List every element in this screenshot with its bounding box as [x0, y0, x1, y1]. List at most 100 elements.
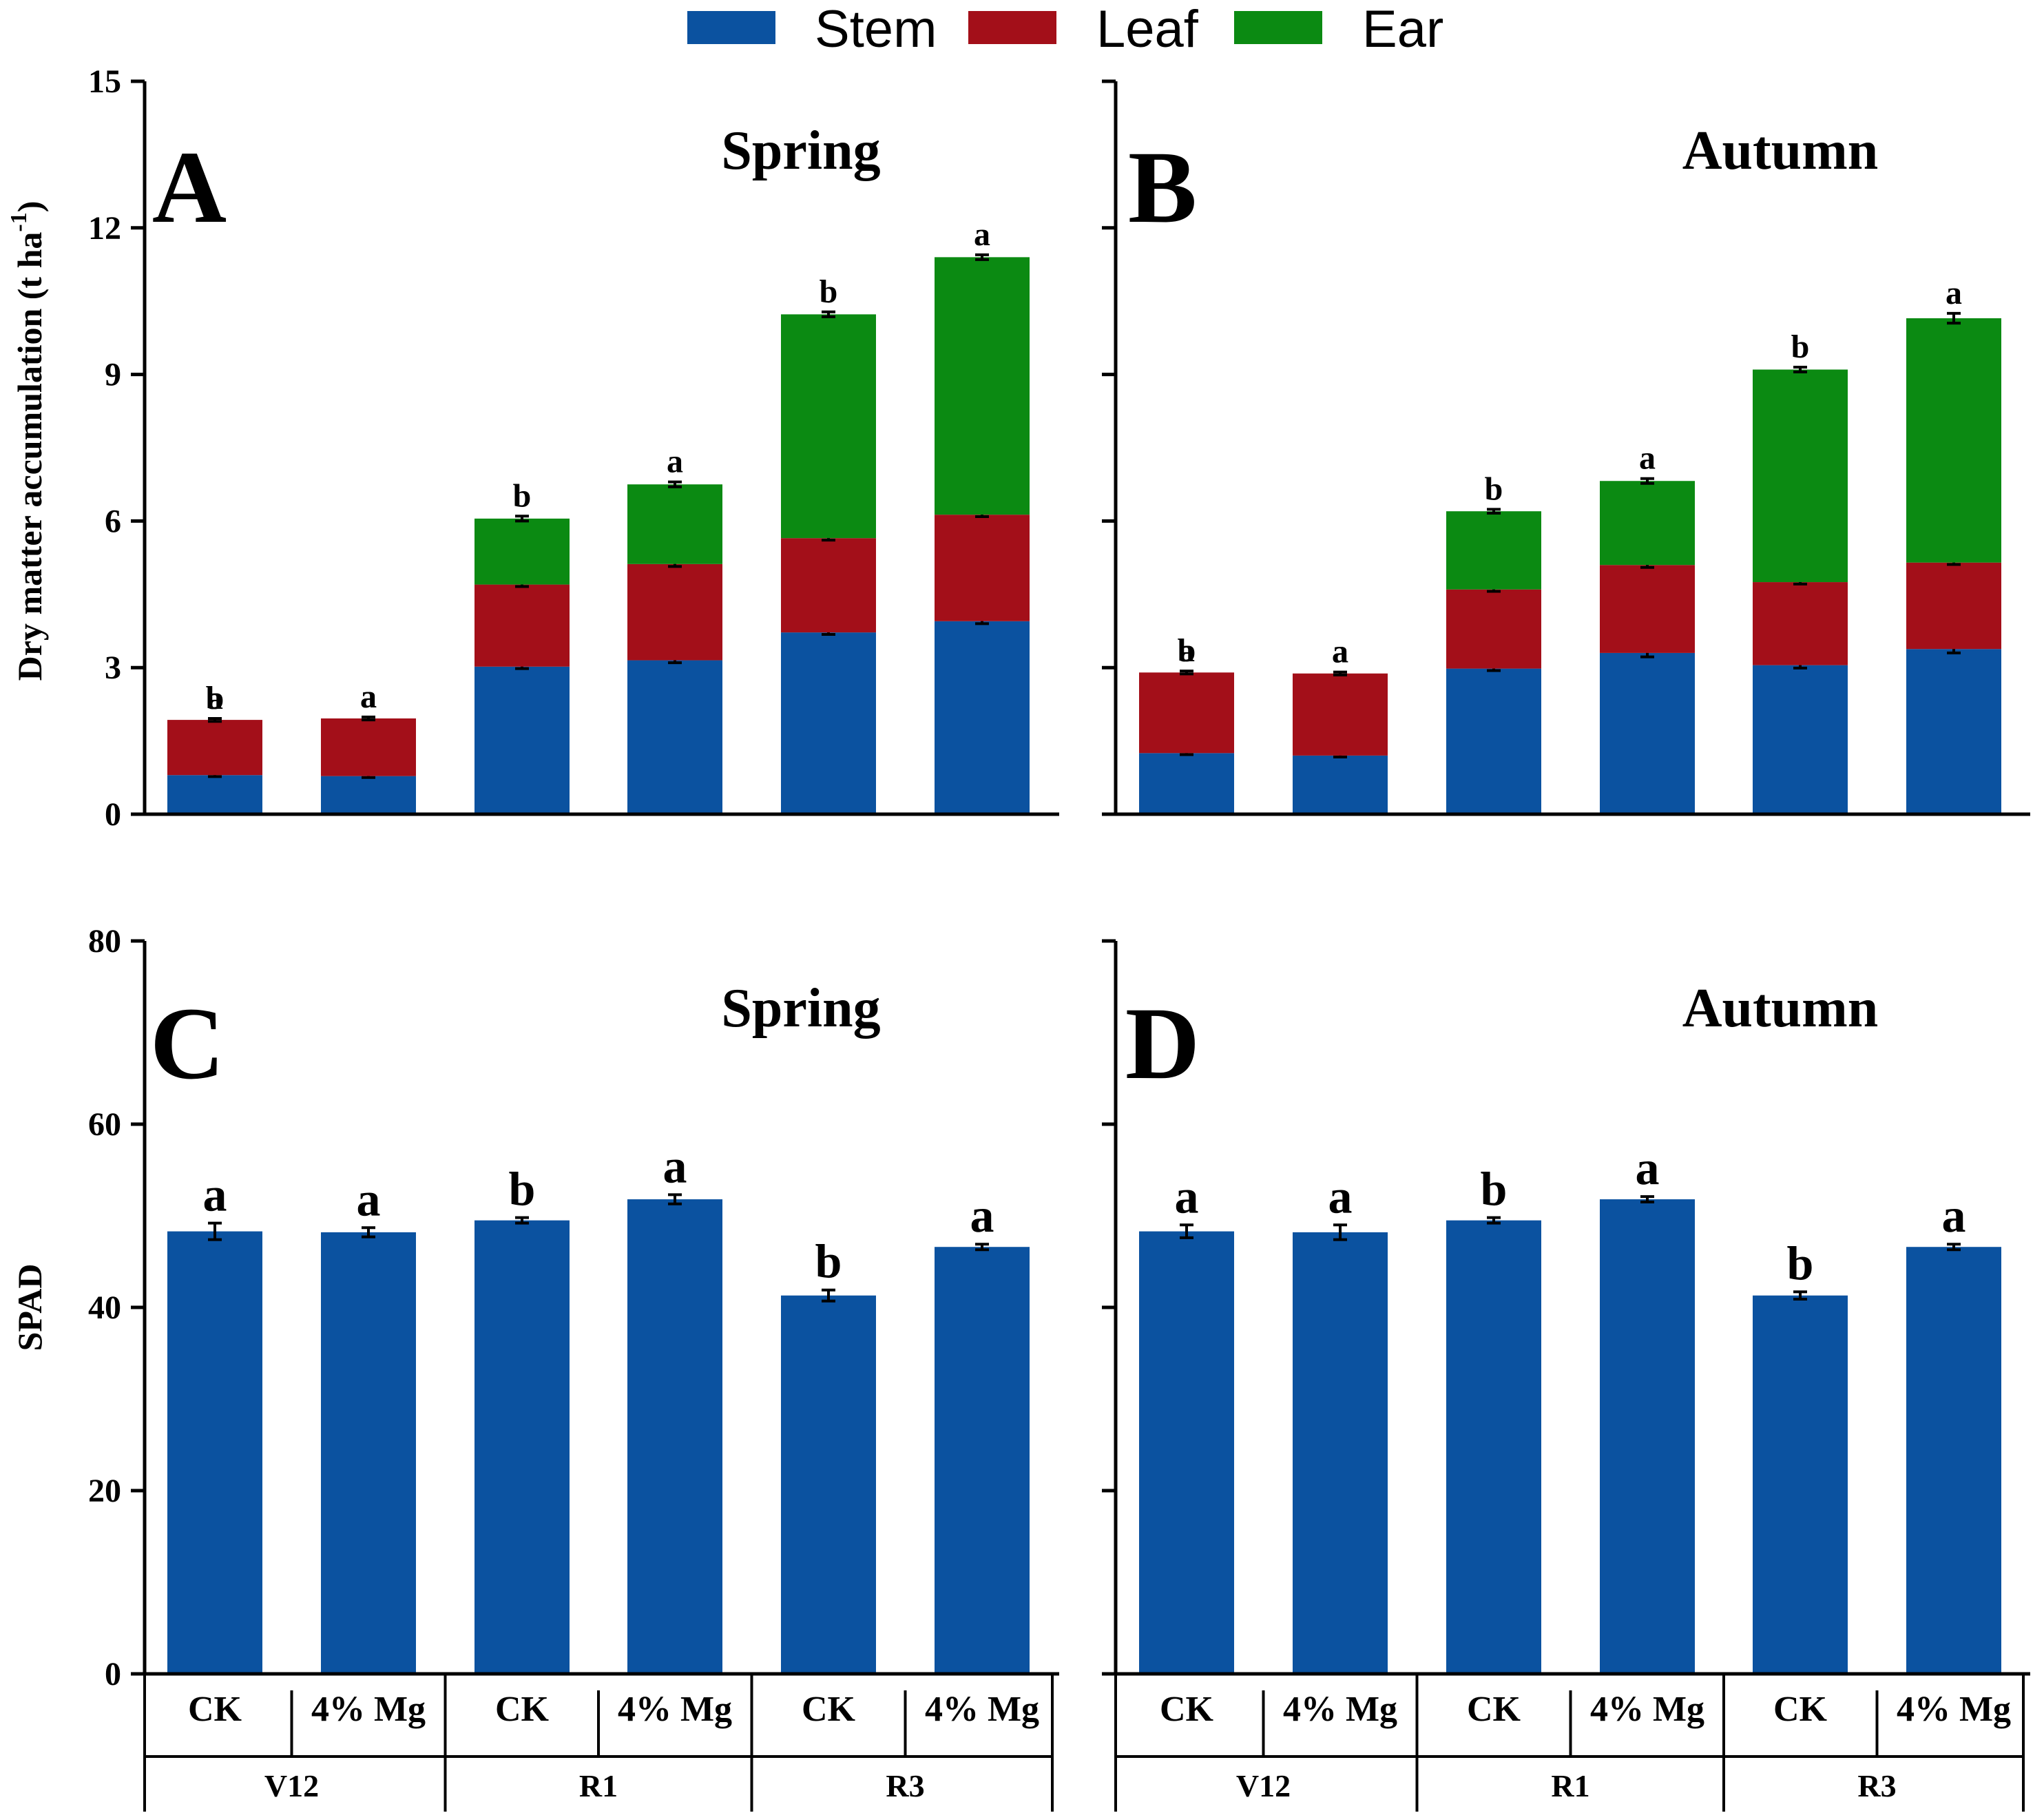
- bar-a-ear-5: [935, 257, 1030, 515]
- bar-b-stem-1: [1293, 755, 1388, 814]
- bar-b-ear-5: [1906, 318, 2001, 563]
- sig-letter-a-total-1: a: [360, 678, 377, 715]
- bar-b-leaf-4: [1753, 582, 1848, 665]
- sig-letter-d-spad-1: a: [1328, 1170, 1353, 1223]
- bar-a-ear-3: [627, 484, 722, 564]
- panel-a-axes: 0 3 6 9 12 15: [88, 63, 1059, 833]
- panel-c-letter: C: [150, 986, 225, 1101]
- sig-letter-b-leaf-0: a: [1178, 632, 1195, 669]
- bar-b-stem-3: [1600, 652, 1695, 814]
- legend-swatch-ear: [1234, 11, 1322, 44]
- panel-d: a a b a b a CK 4% Mg CK 4% Mg CK 4% Mg V12 R1 R3 D Au…: [1102, 939, 2030, 1812]
- panel-d-bars: a a b a b a: [1139, 1142, 2001, 1674]
- x-category-label-d-0: CK: [1160, 1690, 1214, 1729]
- sig-letter-b-ear-2: b: [1485, 470, 1503, 507]
- bar-c-spad-3: [627, 1199, 722, 1674]
- y-tick-label-a-5: 15: [88, 63, 121, 100]
- y-tick-label-a-0: 0: [105, 796, 121, 833]
- x-category-label-d-3: 4% Mg: [1590, 1690, 1704, 1729]
- panel-a-title: Spring: [721, 121, 880, 181]
- y-tick-label-c-3: 60: [88, 1106, 121, 1143]
- sig-letter-d-spad-4: b: [1787, 1237, 1814, 1290]
- y-tick-label-a-2: 6: [105, 503, 121, 539]
- bar-a-leaf-1: [321, 718, 416, 776]
- x-group-label-d-2: R3: [1857, 1768, 1896, 1803]
- panel-a-y-axis-title-end: ): [10, 201, 49, 213]
- bar-b-stem-0: [1139, 753, 1234, 814]
- sig-letter-c-spad-0: a: [203, 1169, 227, 1222]
- x-category-label-c-1: 4% Mg: [311, 1690, 426, 1729]
- bar-b-stem-4: [1753, 665, 1848, 814]
- panel-c: a a b a b a 0 20 40 60 80 CK 4% Mg CK 4% Mg CK 4% Mg V12…: [10, 923, 1059, 1812]
- panel-a-letter: A: [152, 130, 227, 245]
- bar-d-spad-3: [1600, 1199, 1695, 1674]
- bar-d-spad-4: [1753, 1295, 1848, 1674]
- bar-c-spad-0: [167, 1231, 262, 1674]
- bar-d-spad-1: [1293, 1232, 1388, 1674]
- legend-swatch-leaf: [968, 11, 1056, 44]
- bar-b-ear-4: [1753, 369, 1848, 583]
- panel-d-title: Autumn: [1682, 978, 1879, 1039]
- sig-letter-b-ear-4: b: [1791, 329, 1810, 365]
- sig-letter-a-leaf-0: a: [207, 680, 223, 716]
- panel-a-y-axis-title-main: Dry matter accumulation (t ha: [10, 232, 49, 681]
- panel-c-title: Spring: [721, 978, 880, 1039]
- x-category-label-d-5: 4% Mg: [1897, 1690, 2011, 1729]
- x-group-label-d-0: V12: [1236, 1768, 1291, 1803]
- x-category-label-c-0: CK: [188, 1690, 242, 1729]
- bar-c-spad-2: [474, 1220, 570, 1674]
- y-tick-label-a-4: 12: [88, 210, 121, 247]
- bar-a-leaf-0: [167, 720, 262, 776]
- legend-label-stem: Stem: [815, 0, 937, 59]
- x-category-label-c-4: CK: [802, 1690, 856, 1729]
- panel-b-axes: [1102, 79, 2030, 816]
- sig-letter-a-total-0: b: [206, 680, 225, 716]
- panel-c-bars: a a b a b a: [167, 1140, 1030, 1674]
- x-group-label-c-1: R1: [579, 1768, 618, 1803]
- bar-a-stem-0: [167, 775, 262, 814]
- bar-a-stem-2: [474, 666, 570, 814]
- sig-letter-c-spad-5: a: [970, 1190, 994, 1243]
- bar-b-leaf-0: [1139, 672, 1234, 754]
- legend-swatch-stem: [687, 11, 775, 44]
- sig-letter-b-ear-5: a: [1946, 275, 1962, 311]
- sig-letter-d-spad-3: a: [1636, 1142, 1660, 1195]
- x-group-label-d-1: R1: [1551, 1768, 1589, 1803]
- legend: Stem Leaf Ear: [687, 0, 1443, 59]
- panel-d-letter: D: [1125, 986, 1200, 1101]
- bar-b-leaf-1: [1293, 673, 1388, 756]
- panel-a-y-axis-title-sup: -1: [6, 212, 32, 231]
- y-tick-label-c-0: 0: [105, 1656, 121, 1692]
- panel-b-bars: abaabbbaaabbbaaa: [1139, 275, 2001, 814]
- bar-a-ear-4: [781, 314, 876, 539]
- bar-b-ear-3: [1600, 481, 1695, 566]
- legend-label-leaf: Leaf: [1096, 0, 1199, 59]
- x-group-label-c-0: V12: [264, 1768, 319, 1803]
- x-category-label-c-5: 4% Mg: [925, 1690, 1039, 1729]
- bar-a-ear-2: [474, 518, 570, 585]
- panel-b: abaabbbaaabbbaaa B Autumn: [1102, 79, 2030, 816]
- sig-letter-a-ear-5: a: [974, 216, 990, 253]
- bar-a-leaf-5: [935, 515, 1030, 621]
- bar-a-stem-3: [627, 660, 722, 814]
- bar-d-spad-5: [1906, 1247, 2001, 1674]
- sig-letter-c-spad-3: a: [663, 1140, 687, 1193]
- panel-b-letter: B: [1128, 130, 1197, 245]
- bar-a-leaf-3: [627, 563, 722, 661]
- y-tick-label-a-3: 9: [105, 357, 121, 393]
- y-tick-label-c-4: 80: [88, 923, 121, 960]
- panel-a-y-axis-title: Dry matter accumulation (t ha-1): [6, 201, 49, 681]
- panel-a-bars: abaabbbaaabbbaaa: [167, 216, 1030, 814]
- bar-c-spad-5: [935, 1247, 1030, 1674]
- sig-letter-b-total-1: a: [1332, 634, 1348, 670]
- y-tick-label-a-1: 3: [105, 650, 121, 686]
- panel-d-axes: CK 4% Mg CK 4% Mg CK 4% Mg V12 R1 R3: [1102, 939, 2030, 1812]
- sig-letter-c-spad-1: a: [357, 1173, 381, 1226]
- bar-b-ear-2: [1446, 511, 1541, 590]
- bar-b-leaf-3: [1600, 565, 1695, 653]
- legend-label-ear: Ear: [1362, 0, 1443, 59]
- x-category-label-d-1: 4% Mg: [1283, 1690, 1397, 1729]
- bar-a-leaf-2: [474, 584, 570, 667]
- panel-c-y-axis-title: SPAD: [10, 1264, 49, 1351]
